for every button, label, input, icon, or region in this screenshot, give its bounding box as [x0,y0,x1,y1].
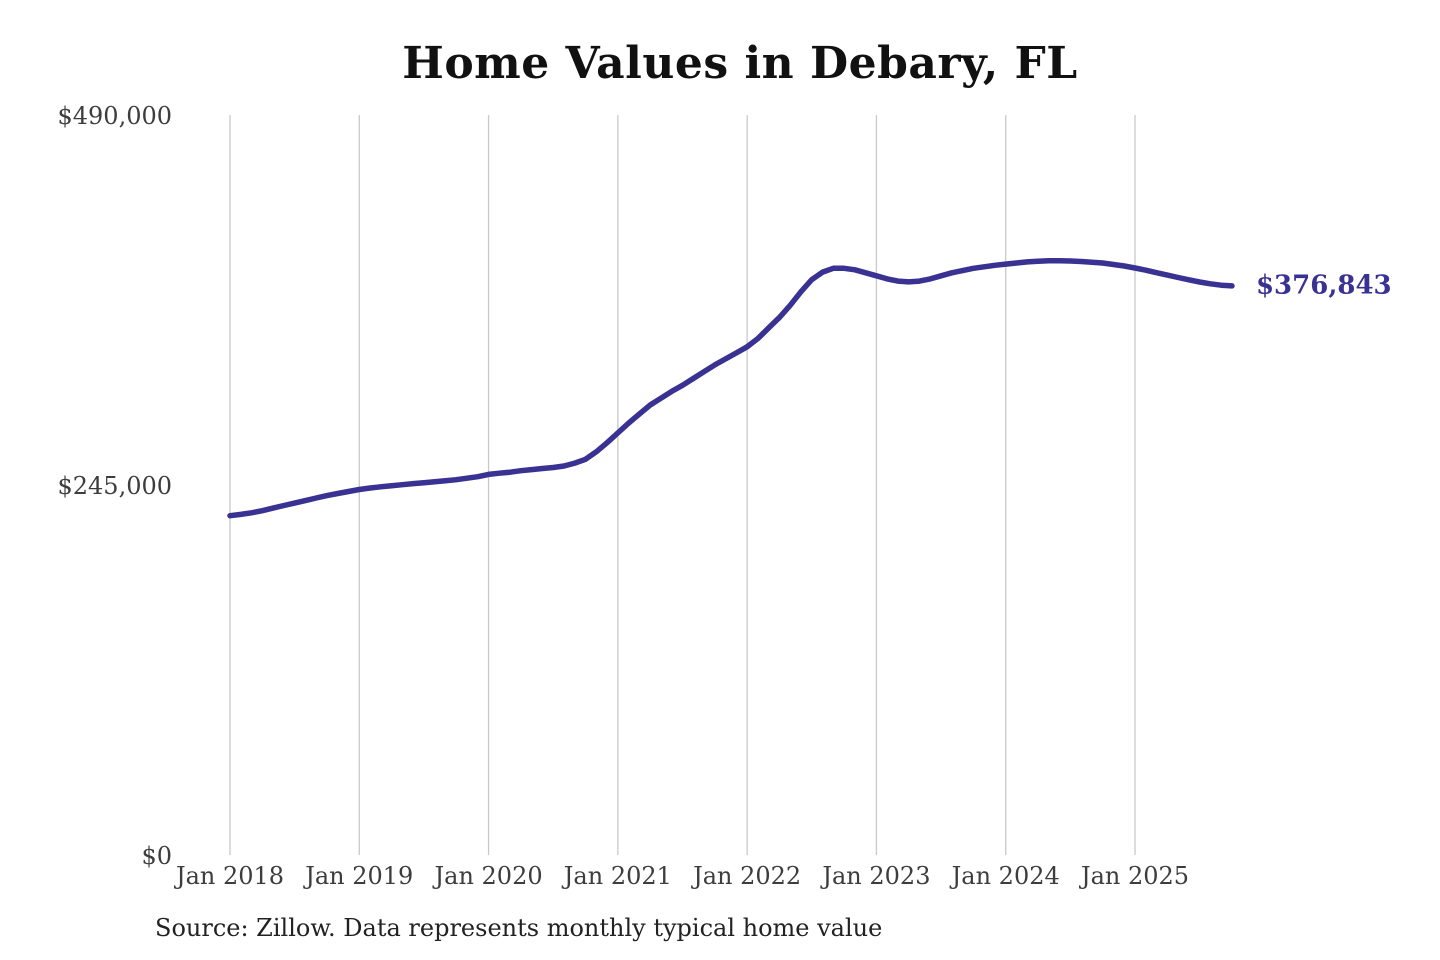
y-tick-label: $0 [141,842,172,870]
chart-title: Home Values in Debary, FL [402,38,1078,89]
x-tick-label: Jan 2023 [819,862,930,890]
x-tick-label: Jan 2021 [561,862,672,890]
x-tick-label: Jan 2018 [173,862,284,890]
x-tick-label: Jan 2024 [949,862,1060,890]
source-note: Source: Zillow. Data represents monthly … [155,914,883,942]
x-tick-label: Jan 2022 [690,862,801,890]
home-value-line [227,257,1235,519]
y-tick-label: $490,000 [57,102,172,130]
x-tick-label: Jan 2020 [432,862,543,890]
current-value-label: $376,843 [1255,270,1392,301]
y-tick-label: $245,000 [57,472,172,500]
x-tick-label: Jan 2019 [302,862,413,890]
x-tick-label: Jan 2025 [1078,862,1189,890]
